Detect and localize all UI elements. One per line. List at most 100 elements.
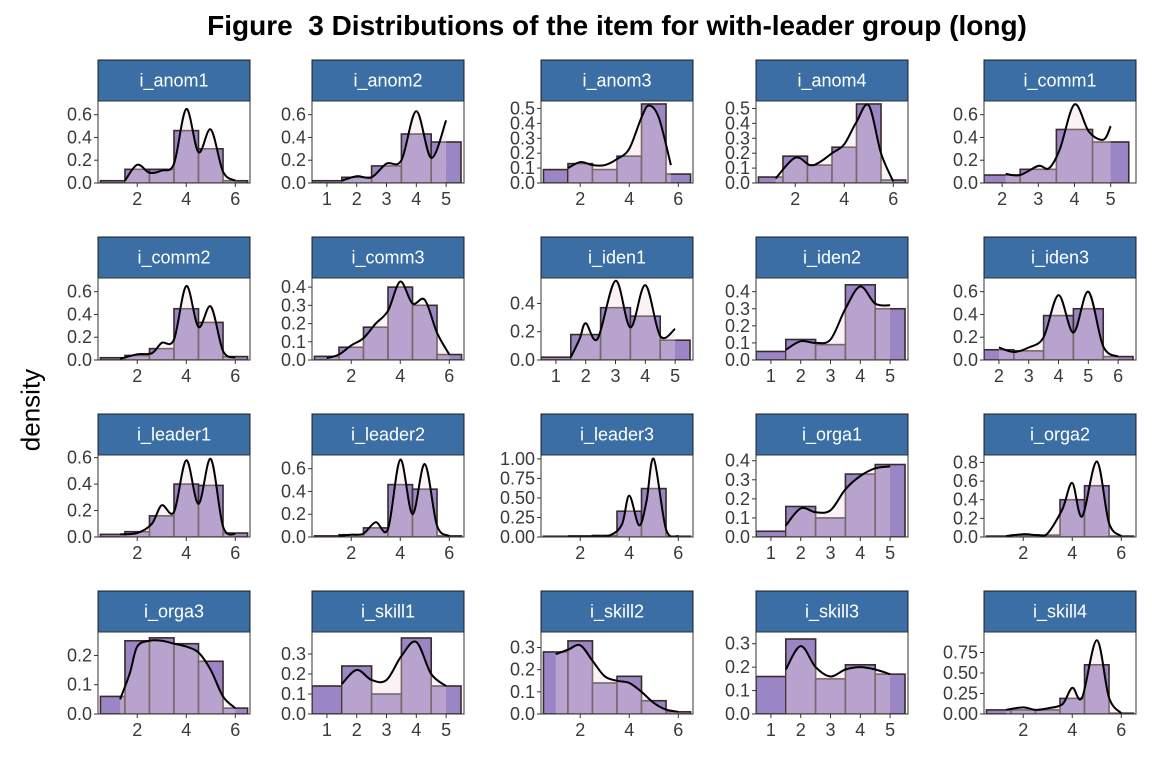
y-tick-label: 0.8 [953,452,978,472]
facet-strip-label: i_iden2 [803,248,861,269]
y-tick-label: 0.50 [500,488,535,508]
facet-panel: i_leader3 0.000.250.500.751.00 2 4 6 [500,413,694,563]
y-tick-label: 0.3 [725,634,750,654]
facet-strip [755,236,909,279]
y-tick-label: 0.0 [510,350,535,370]
histogram-bar [831,146,858,183]
y-tick-label: 0.25 [943,684,978,704]
y-tick-label: 0.4 [510,293,535,313]
facet-panel: i_anom3 0.00.10.20.30.40.5 2 4 6 [510,59,694,209]
histogram-bar [222,179,249,183]
histogram-bar [148,637,175,714]
facet-panel: i_orga3 0.0 0.1 0.2 2 4 6 [67,590,251,740]
density-line [998,290,1119,358]
plot-marks [985,460,1135,537]
histogram-bar [197,321,224,360]
y-tick-label: 0.2 [510,322,535,342]
x-tick-label: 2 [796,366,806,386]
x-tick-label: 3 [1033,189,1043,209]
y-tick-label: 0.0 [725,350,750,370]
x-tick-label: 2 [132,543,142,563]
histogram-bar [542,168,569,183]
y-tick-label: 0.6 [953,471,978,491]
y-tick-label: 0.2 [281,150,306,170]
facet-strip [755,413,909,456]
plot-marks [984,103,1130,183]
density-area [341,641,447,714]
x-tick-label: 4 [855,366,865,386]
plot-marks [312,110,462,183]
facet-strip-label: i_iden3 [1031,248,1089,269]
x-tick-label: 4 [640,366,650,386]
y-tick-label: 0.2 [953,327,978,347]
facet-panel: i_anom4 0.00.10.20.30.40.5 2 4 6 [725,59,909,209]
panel-border [97,277,251,361]
facet-strip [97,413,251,456]
x-tick-label: 6 [673,543,683,563]
panel-border [983,454,1137,538]
density-area [341,111,447,183]
y-tick-label: 0.6 [67,105,92,125]
x-tick-label: 4 [1054,366,1064,386]
x-tick-label: 4 [395,543,405,563]
x-tick-label: 6 [1113,366,1123,386]
x-tick-label: 6 [444,543,454,563]
panel-border [983,100,1137,184]
y-tick-label: 0.1 [725,158,750,178]
y-tick-label: 0.6 [281,459,306,479]
x-tick-label: 1 [766,720,776,740]
plot-marks [99,284,249,360]
x-tick-label: 5 [441,720,451,740]
histogram-bar [1091,141,1130,183]
x-tick-label: 2 [997,189,1007,209]
facet-strip [311,413,465,456]
density-line [567,104,672,169]
density-line [119,284,236,360]
x-tick-label: 4 [624,189,634,209]
density-line [1005,639,1123,714]
x-tick-label: 6 [230,720,240,740]
facet-panel: i_skill3 0.0 0.1 0.2 0.3 1 2 3 4 5 [725,590,909,740]
x-tick-label: 4 [181,366,191,386]
y-tick-label: 0.4 [953,127,978,147]
facet-panel: i_iden2 0.00.10.20.30.4 1 2 3 4 5 [725,236,909,386]
density-line [1005,460,1123,537]
y-tick-label: 0.0 [67,173,92,193]
facet-strip [540,413,694,456]
y-tick-label: 0.0 [953,173,978,193]
histogram-bar [591,682,618,714]
plot-marks [542,103,692,183]
x-tick-label: 1 [766,543,776,563]
y-tick-label: 0.3 [725,470,750,490]
plot-marks [313,458,463,537]
y-tick-label: 0.0 [725,527,750,547]
x-tick-label: 3 [1024,366,1034,386]
histogram-bar [874,673,906,714]
histogram-bar [222,532,249,537]
y-tick-label: 0.50 [943,663,978,683]
x-tick-label: 5 [1083,366,1093,386]
y-tick-label: 0.5 [725,98,750,118]
y-tick-label: 0.6 [67,282,92,302]
x-tick-label: 2 [581,366,591,386]
y-tick-label: 0.1 [281,332,306,352]
facet-strip-label: i_comm1 [1023,71,1096,92]
facet-panel: i_anom1 0.0 0.2 0.40.6 2 4 6 [67,59,251,209]
x-tick-label: 6 [444,366,454,386]
density-area [568,458,679,537]
panel-border [983,277,1137,361]
x-tick-label: 6 [673,720,683,740]
y-tick-label: 0.00 [943,704,978,724]
histogram-bar [430,141,462,183]
x-tick-label: 2 [132,720,142,740]
density-line [785,465,891,527]
density-area [998,291,1119,360]
facet-strip-label: i_skill4 [1033,602,1087,623]
x-tick-label: 2 [132,366,142,386]
x-tick-label: 4 [1069,189,1079,209]
plot-marks [984,290,1134,360]
y-tick-label: 0.2 [281,504,306,524]
density-line [341,640,447,687]
plot-marks [541,279,691,360]
facet-panel: i_leader1 0.0 0.2 0.4 0.6 2 4 6 [67,413,251,563]
